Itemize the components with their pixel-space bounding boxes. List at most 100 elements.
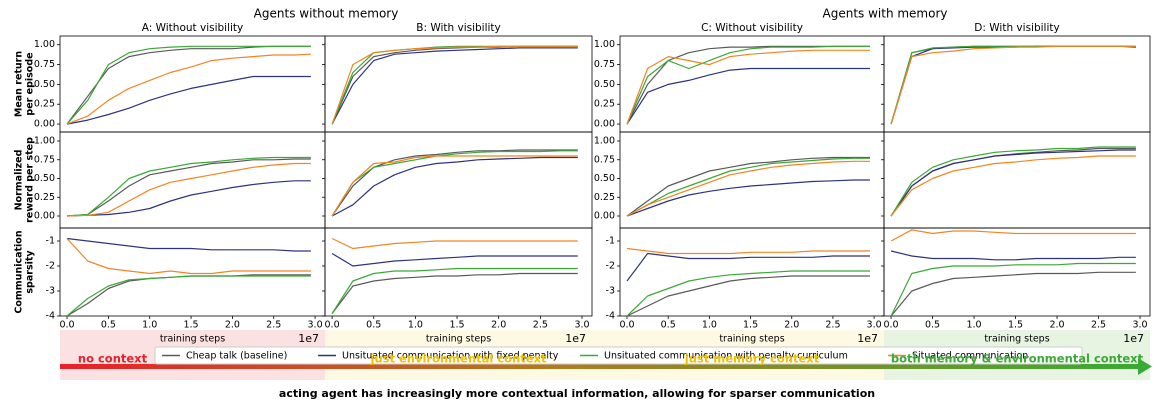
series-line [626,45,870,125]
legend-box [154,346,1083,365]
x-tick-label: 0.5 [925,320,940,331]
series-line [626,179,870,217]
caption: acting agent has increasingly more conte… [279,387,875,400]
x-tick-label: 2.0 [1049,320,1064,331]
x-tick-label: 0.0 [59,320,74,331]
y-tick-label: -1 [606,236,615,247]
y-tick-label: 0.00 [34,211,55,222]
x-tick-label: 3.0 [867,320,882,331]
y-tick-label: 0.00 [34,119,55,130]
x-tick-label: 3.0 [574,320,589,331]
x-multiplier: 1e7 [298,332,319,345]
x-axis-label: training steps [719,334,784,345]
context-label: no context [78,352,148,366]
y-tick-label: 0.50 [594,79,615,90]
y-axis-label: per episode [25,52,36,115]
x-tick-label: 2.0 [225,320,240,331]
y-tick-label: 0.50 [34,79,55,90]
y-tick-label: 0.25 [34,192,55,203]
y-tick-label: 0.75 [34,154,55,165]
series-line [66,275,311,317]
series-line [331,45,578,125]
x-multiplier: 1e7 [857,332,878,345]
series-line [66,238,311,275]
series-line [890,45,1136,125]
x-multiplier: 1e7 [1123,332,1144,345]
x-tick-label: 1.0 [966,320,981,331]
series-line [331,45,578,125]
series-line [890,229,1136,242]
series-line [890,262,1136,317]
y-tick-label: -4 [606,311,615,322]
x-tick-label: 1.5 [449,320,464,331]
series-line [66,156,311,217]
series-line [626,67,870,125]
x-multiplier: 1e7 [565,332,586,345]
series-line [890,45,1136,125]
legend-label: Unsituated communication with penalty cu… [604,351,848,362]
x-axis-label: training steps [426,334,491,345]
arrow-head [1138,358,1152,375]
x-tick-label: 1.0 [408,320,423,331]
x-tick-label: 1.5 [183,320,198,331]
series-line [331,252,578,267]
series-line [331,267,578,314]
x-tick-label: 1.0 [142,320,157,331]
series-line [66,162,311,217]
x-axis-label: training steps [984,334,1049,345]
x-tick-label: 1.5 [1008,320,1023,331]
x-axis-label: training steps [160,334,225,345]
panel-title: A: Without visibility [142,22,244,34]
series-line [626,275,870,317]
y-tick-label: 0.00 [594,211,615,222]
arrow [60,364,1142,369]
legend-label: Cheap talk (baseline) [186,351,287,362]
legend-label: Unsituated communication with fixed pena… [342,351,559,362]
panel-frame [324,131,593,229]
series-line [890,146,1136,217]
x-tick-label: 3.0 [1132,320,1147,331]
series-line [66,237,311,252]
x-tick-label: 0.0 [619,320,634,331]
y-tick-label: -4 [46,311,55,322]
x-tick-label: 2.5 [825,320,840,331]
series-line [331,156,578,217]
y-tick-label: 0.50 [594,173,615,184]
y-tick-label: 0.25 [594,99,615,110]
context-label: both memory & environmental context [891,352,1144,366]
series-line [890,250,1136,261]
series-line [66,75,311,125]
y-tick-label: 0.00 [594,119,615,130]
panel-title: D: With visibility [974,22,1059,34]
x-tick-label: 1.0 [702,320,717,331]
y-tick-label: 0.25 [594,192,615,203]
panel-frame [619,227,885,317]
y-axis-label: reward per step [25,137,36,223]
x-tick-label: 2.5 [266,320,281,331]
series-line [331,47,578,125]
series-line [626,270,870,317]
series-line [66,53,311,125]
context-label: just memory context [684,352,820,366]
y-tick-label: 0.75 [594,59,615,70]
panel-frame [883,227,1151,317]
context-label: just environmental context [370,352,547,366]
series-line [331,272,578,314]
series-line [626,49,870,125]
x-tick-label: 1.5 [743,320,758,331]
series-line [626,160,870,217]
series-line [66,45,311,125]
panel-frame [59,227,326,317]
y-axis-label: sparsity [25,250,36,294]
x-tick-label: 2.0 [491,320,506,331]
series-line [890,149,1136,217]
series-line [626,45,870,125]
y-tick-label: 0.75 [34,59,55,70]
y-axis-label: Normalized [14,150,25,211]
series-line [626,247,870,255]
series-line [626,157,870,217]
x-tick-label: 0.0 [883,320,898,331]
series-line [66,274,311,317]
legend-label: Situated communication [912,351,1028,362]
